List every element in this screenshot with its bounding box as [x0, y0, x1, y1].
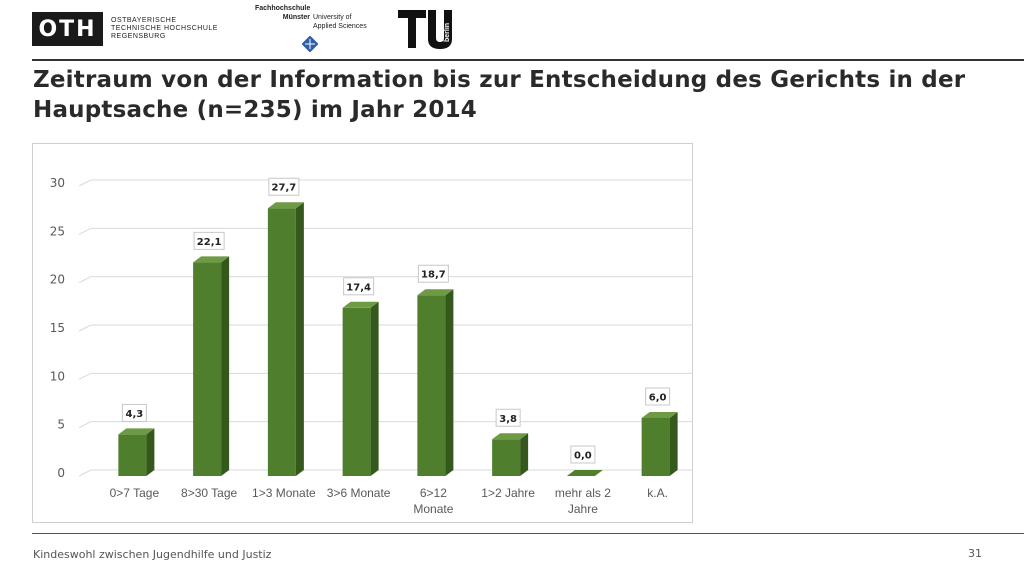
- bar: [566, 470, 603, 476]
- x-tick-label: 6>12: [420, 486, 447, 500]
- data-label: 0,0: [574, 451, 592, 462]
- y-tick-label: 25: [50, 224, 65, 238]
- top-divider: [32, 59, 1024, 61]
- gridline: [78, 179, 693, 187]
- fh-muenster-logo: Fachhochschule Münster University of App…: [255, 4, 367, 31]
- x-tick-label: Monate: [413, 502, 453, 516]
- y-tick-label: 15: [50, 321, 65, 335]
- data-label: 17,4: [346, 282, 371, 293]
- page-number: 31: [968, 547, 982, 560]
- x-tick-label: Jahre: [568, 502, 598, 516]
- bar-side: [295, 202, 304, 476]
- data-label-box: [645, 387, 671, 406]
- bar-side: [520, 433, 529, 476]
- fh-logo-top: Fachhochschule: [255, 5, 311, 12]
- data-label-box: [268, 177, 300, 196]
- y-tick-label: 20: [50, 273, 65, 287]
- data-label-box: [417, 264, 449, 283]
- data-label: 27,7: [272, 183, 297, 194]
- data-label-box: [570, 445, 596, 464]
- data-label-box: [193, 231, 225, 250]
- bar: [492, 439, 521, 476]
- data-label: 6,0: [649, 393, 667, 404]
- y-tick-label: 0: [57, 466, 65, 480]
- bar-side: [221, 256, 230, 476]
- gridline: [78, 324, 693, 332]
- chart-frame: 0 5 10 15 20 25 30 4,3 0>7 Tage 22,1 8>30 Tage 27,7…: [32, 143, 693, 523]
- fh-logo-right-2: Applied Sciences: [313, 23, 367, 30]
- fh-emblem-icon: [302, 36, 318, 52]
- x-tick-label: k.A.: [647, 486, 668, 500]
- x-tick-label: 3>6 Monate: [327, 486, 391, 500]
- x-tick-label: 0>7 Tage: [110, 486, 160, 500]
- gridline: [78, 227, 693, 235]
- bar-side: [669, 412, 678, 476]
- bar-top: [118, 428, 155, 435]
- bar: [118, 434, 147, 476]
- bar-top: [492, 433, 529, 440]
- bar: [641, 418, 670, 476]
- x-tick-label: 1>3 Monate: [252, 486, 316, 500]
- bar-top: [267, 202, 304, 209]
- bottom-divider: [32, 533, 1024, 534]
- tu-logo-text: berlin: [444, 23, 451, 42]
- slide-title: Zeitraum von der Information bis zur Ent…: [33, 67, 966, 123]
- data-label-box: [495, 408, 521, 427]
- bar-chart: 0 5 10 15 20 25 30 4,3 0>7 Tage 22,1 8>30 Tage 27,7…: [50, 176, 693, 516]
- oth-logo-text: OSTBAYERISCHE TECHNISCHE HOCHSCHULE REGE…: [111, 17, 218, 41]
- gridline: [78, 372, 693, 380]
- fh-logo-right-1: University of: [313, 14, 352, 21]
- footer-text: Kindeswohl zwischen Jugendhilfe und Just…: [33, 548, 272, 561]
- oth-logo-mark: OTH: [32, 12, 103, 46]
- bar-side: [146, 428, 155, 476]
- fh-logo-city: Münster: [282, 14, 310, 21]
- y-tick-label: 30: [50, 176, 65, 190]
- bar-top: [417, 289, 454, 296]
- tu-berlin-logo-icon: berlin: [398, 10, 452, 49]
- oth-logo-line: OSTBAYERISCHE: [111, 17, 177, 24]
- oth-logo: OTH OSTBAYERISCHE TECHNISCHE HOCHSCHULE …: [32, 12, 218, 46]
- bar: [417, 295, 446, 476]
- x-tick-label: mehr als 2: [555, 486, 611, 500]
- gridline: [78, 421, 693, 429]
- x-tick-label: 1>2 Jahre: [481, 486, 535, 500]
- y-tick-label: 5: [57, 418, 65, 432]
- bar-top: [641, 412, 678, 418]
- oth-logo-line: TECHNISCHE HOCHSCHULE: [111, 25, 218, 32]
- bar-side: [445, 289, 454, 476]
- bar: [193, 262, 222, 476]
- oth-logo-line: REGENSBURG: [111, 33, 166, 40]
- data-label-box: [343, 277, 375, 296]
- x-tick-label: 8>30 Tage: [181, 486, 237, 500]
- data-label: 4,3: [126, 409, 144, 420]
- logo-bar: OTH OSTBAYERISCHE TECHNISCHE HOCHSCHULE …: [0, 0, 1024, 60]
- data-label: 3,8: [499, 414, 517, 425]
- data-label-box: [121, 403, 147, 422]
- bar-side: [370, 301, 379, 476]
- bar-top: [193, 256, 230, 263]
- y-tick-label: 10: [50, 369, 65, 383]
- data-label: 18,7: [421, 270, 446, 281]
- bar-top: [342, 301, 379, 308]
- bar: [342, 307, 371, 476]
- gridline: [78, 276, 693, 284]
- bar: [267, 208, 296, 476]
- data-label: 22,1: [197, 237, 222, 248]
